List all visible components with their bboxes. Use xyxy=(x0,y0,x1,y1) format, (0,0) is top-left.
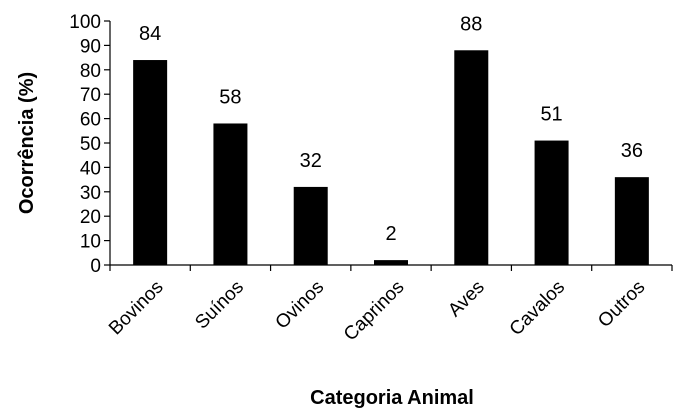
x-tick-label: Bovinos xyxy=(105,277,168,340)
y-tick-label: 70 xyxy=(80,85,101,106)
data-label: 36 xyxy=(621,140,643,162)
data-label: 2 xyxy=(385,223,396,245)
y-tick-label: 50 xyxy=(80,134,101,155)
y-tick-label: 80 xyxy=(80,61,101,82)
bar xyxy=(133,60,168,265)
x-tick-label: Ovinos xyxy=(272,277,329,334)
bar xyxy=(213,123,248,265)
y-axis-title: Ocorrência (%) xyxy=(16,72,38,214)
y-tick-label: 40 xyxy=(80,158,101,179)
data-labels-group: 84 58 32 2 88 51 36 xyxy=(139,13,643,245)
bar xyxy=(534,140,569,265)
bar xyxy=(614,177,649,265)
x-tick-label: Suínos xyxy=(191,277,248,334)
x-ticks-group: Bovinos Suínos Ovinos Caprinos Aves Cavalos Ou… xyxy=(105,265,673,346)
bar xyxy=(454,50,489,265)
data-label: 88 xyxy=(460,13,482,35)
data-label: 84 xyxy=(139,23,161,45)
data-label: 32 xyxy=(300,150,322,172)
x-tick-label: Aves xyxy=(444,277,488,321)
y-tick-label: 10 xyxy=(80,232,101,253)
data-label: 58 xyxy=(219,86,241,108)
y-tick-label: 30 xyxy=(80,183,101,204)
y-tick-label: 20 xyxy=(80,207,101,228)
bar xyxy=(374,260,408,265)
bars-group xyxy=(133,50,649,265)
data-label: 51 xyxy=(540,104,562,126)
y-tick-label: 90 xyxy=(80,36,101,57)
x-axis-title: Categoria Animal xyxy=(310,387,474,409)
y-tick-label: 0 xyxy=(90,256,101,277)
bar xyxy=(293,186,328,265)
y-tick-label: 60 xyxy=(80,110,101,131)
y-tick-label: 100 xyxy=(69,12,101,33)
y-ticks-group: 0 10 20 30 40 50 60 70 80 90 100 xyxy=(69,12,110,277)
x-tick-label: Cavalos xyxy=(506,277,569,340)
x-tick-label: Caprinos xyxy=(340,277,409,346)
x-tick-label: Outros xyxy=(594,277,649,332)
